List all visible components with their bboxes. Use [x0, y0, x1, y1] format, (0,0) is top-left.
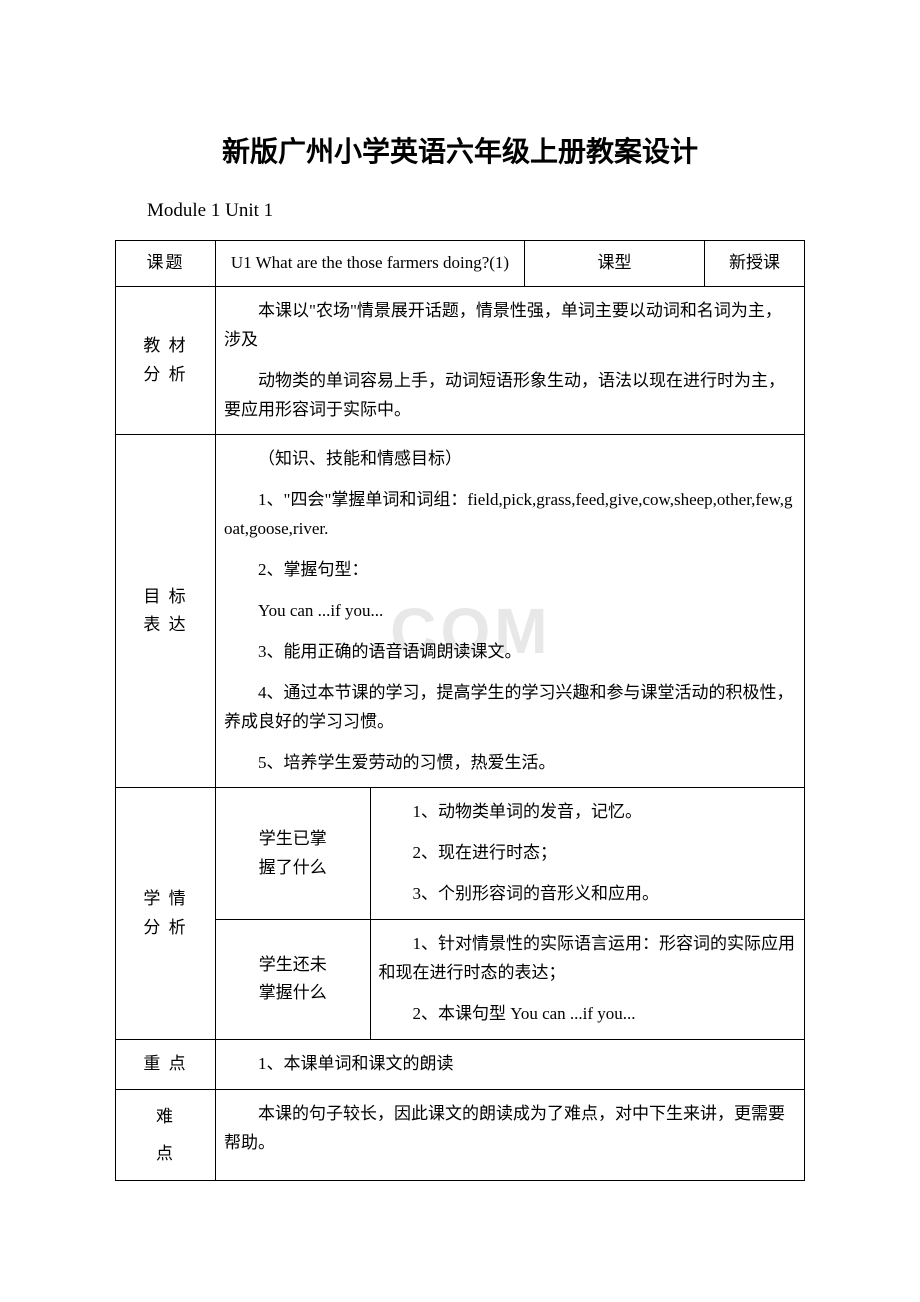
material-p2: 动物类的单词容易上手，动词短语形象生动，语法以现在进行时为主，要应用形容词于实际…	[224, 367, 796, 425]
table-row: 课题 U1 What are the those farmers doing?(…	[116, 241, 805, 287]
objectives-p3: 2、掌握句型：	[224, 556, 796, 585]
unknown-content: 1、针对情景性的实际语言运用：形容词的实际应用和现在进行时态的表达； 2、本课句…	[370, 920, 805, 1040]
known-p1: 1、动物类单词的发音，记忆。	[379, 798, 797, 827]
material-content: 本课以"农场"情景展开话题，情景性强，单词主要以动词和名词为主，涉及 动物类的单…	[216, 286, 805, 435]
key-p1: 1、本课单词和课文的朗读	[224, 1050, 796, 1079]
difficulty-p1: 本课的句子较长，因此课文的朗读成为了难点，对中下生来讲，更需要帮助。	[224, 1100, 796, 1158]
table-row: 目 标 表 达 （知识、技能和情感目标） 1、"四会"掌握单词和词组：field…	[116, 435, 805, 788]
unknown-label: 学生还未 掌握什么	[216, 920, 371, 1040]
topic-label: 课题	[116, 241, 216, 287]
key-content: 1、本课单词和课文的朗读	[216, 1039, 805, 1089]
objectives-p6: 4、通过本节课的学习，提高学生的学习兴趣和参与课堂活动的积极性，养成良好的学习习…	[224, 679, 796, 737]
unknown-p2: 2、本课句型 You can ...if you...	[379, 1000, 797, 1029]
known-label: 学生已掌 握了什么	[216, 788, 371, 920]
subtitle: Module 1 Unit 1	[147, 200, 805, 222]
unknown-p1: 1、针对情景性的实际语言运用：形容词的实际应用和现在进行时态的表达；	[379, 930, 797, 988]
key-label: 重 点	[116, 1039, 216, 1089]
page-title: 新版广州小学英语六年级上册教案设计	[115, 130, 805, 170]
known-p3: 3、个别形容词的音形义和应用。	[379, 880, 797, 909]
objectives-p1: （知识、技能和情感目标）	[224, 445, 796, 474]
objectives-label: 目 标 表 达	[116, 435, 216, 788]
material-p1: 本课以"农场"情景展开话题，情景性强，单词主要以动词和名词为主，涉及	[224, 297, 796, 355]
material-label: 教 材 分 析	[116, 286, 216, 435]
difficulty-content: 本课的句子较长，因此课文的朗读成为了难点，对中下生来讲，更需要帮助。	[216, 1089, 805, 1181]
objectives-p2: 1、"四会"掌握单词和词组：field,pick,grass,feed,give…	[224, 486, 796, 544]
topic-value: U1 What are the those farmers doing?(1)	[216, 241, 525, 287]
table-row: 学生还未 掌握什么 1、针对情景性的实际语言运用：形容词的实际应用和现在进行时态…	[116, 920, 805, 1040]
known-p2: 2、现在进行时态；	[379, 839, 797, 868]
document-content: 新版广州小学英语六年级上册教案设计 Module 1 Unit 1 课题 U1 …	[115, 130, 805, 1181]
table-row: 重 点 1、本课单词和课文的朗读	[116, 1039, 805, 1089]
known-content: 1、动物类单词的发音，记忆。 2、现在进行时态； 3、个别形容词的音形义和应用。	[370, 788, 805, 920]
type-label: 课型	[525, 241, 705, 287]
objectives-p7: 5、培养学生爱劳动的习惯，热爱生活。	[224, 749, 796, 778]
objectives-p4: You can ...if you...	[224, 597, 796, 626]
objectives-content: （知识、技能和情感目标） 1、"四会"掌握单词和词组：field,pick,gr…	[216, 435, 805, 788]
table-row: 教 材 分 析 本课以"农场"情景展开话题，情景性强，单词主要以动词和名词为主，…	[116, 286, 805, 435]
difficulty-label: 难 点	[116, 1089, 216, 1181]
analysis-label: 学 情 分 析	[116, 788, 216, 1039]
type-value: 新授课	[705, 241, 805, 287]
lesson-plan-table: 课题 U1 What are the those farmers doing?(…	[115, 240, 805, 1181]
table-row: 学 情 分 析 学生已掌 握了什么 1、动物类单词的发音，记忆。 2、现在进行时…	[116, 788, 805, 920]
table-row: 难 点 本课的句子较长，因此课文的朗读成为了难点，对中下生来讲，更需要帮助。	[116, 1089, 805, 1181]
objectives-p5: 3、能用正确的语音语调朗读课文。	[224, 638, 796, 667]
